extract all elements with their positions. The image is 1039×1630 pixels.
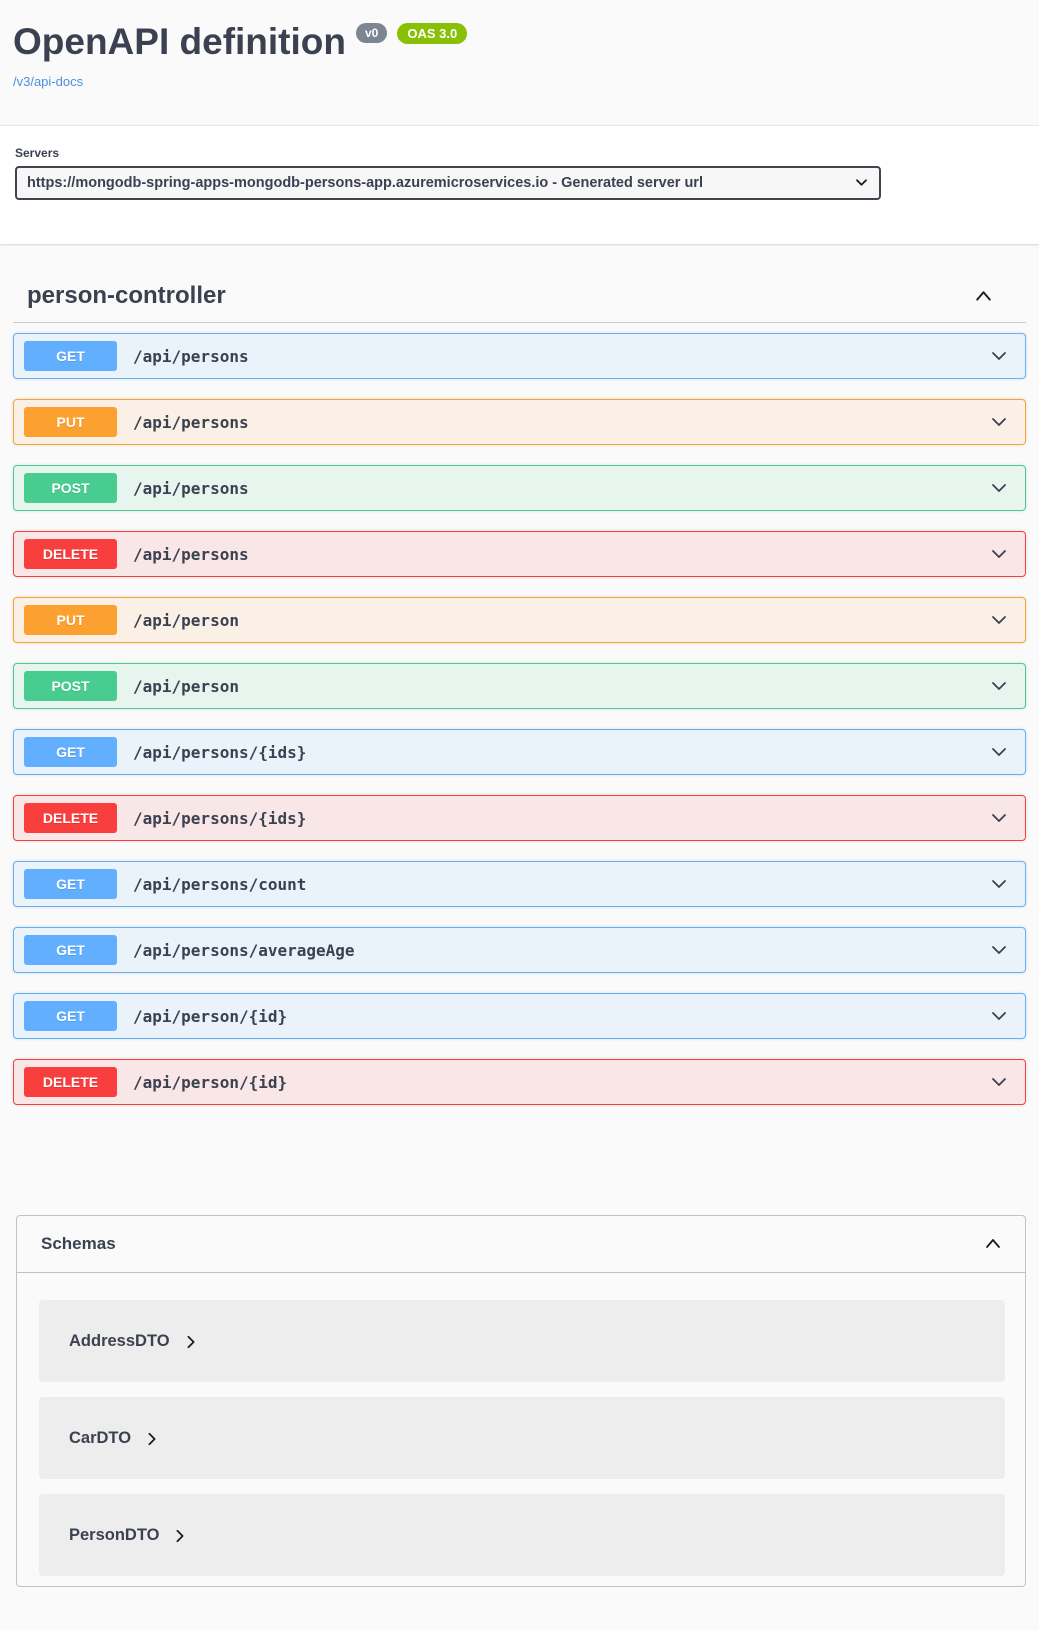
- chevron-down-icon: [989, 742, 1009, 762]
- method-badge: POST: [24, 473, 117, 504]
- opblock-post-row[interactable]: POST /api/person: [13, 663, 1026, 710]
- api-docs-link[interactable]: /v3/api-docs: [13, 74, 84, 90]
- chevron-right-icon: [145, 1432, 159, 1446]
- endpoint-path: /api/persons: [133, 478, 249, 498]
- chevron-down-icon: [989, 1006, 1009, 1026]
- api-version-badge: v0: [355, 23, 388, 43]
- endpoint-path: /api/persons/averageAge: [133, 940, 355, 960]
- method-badge: DELETE: [24, 539, 117, 570]
- opblock-post-row[interactable]: POST /api/persons: [13, 465, 1026, 512]
- chevron-up-icon: [973, 286, 994, 307]
- chevron-down-icon: [989, 346, 1009, 366]
- method-badge: GET: [24, 869, 117, 900]
- method-badge: GET: [24, 341, 117, 372]
- opblock-delete-row[interactable]: DELETE /api/persons/{ids}: [13, 795, 1026, 842]
- endpoint-path: /api/person/{id}: [133, 1006, 288, 1026]
- endpoint-path: /api/person: [133, 610, 239, 630]
- model-container-cardto: CarDTO: [39, 1397, 1005, 1480]
- endpoint-path: /api/person/{id}: [133, 1072, 288, 1092]
- endpoint-path: /api/persons/count: [133, 874, 307, 894]
- chevron-down-icon: [989, 874, 1009, 894]
- method-badge: PUT: [24, 407, 117, 438]
- chevron-down-icon: [989, 1072, 1009, 1092]
- schemas-section: Schemas AddressDTO CarDTO PersonDTO: [16, 1215, 1026, 1588]
- model-container-persondto: PersonDTO: [39, 1494, 1005, 1577]
- chevron-down-icon: [989, 478, 1009, 498]
- chevron-down-icon: [989, 676, 1009, 696]
- method-badge: POST: [24, 671, 117, 702]
- method-badge: PUT: [24, 605, 117, 636]
- endpoint-path: /api/persons: [133, 544, 249, 564]
- model-container-addressdto: AddressDTO: [39, 1300, 1005, 1383]
- chevron-down-icon: [989, 544, 1009, 564]
- opblock-get-row[interactable]: GET /api/persons: [13, 333, 1026, 380]
- opblock-delete-row[interactable]: DELETE /api/persons: [13, 531, 1026, 578]
- opblock-get-row[interactable]: GET /api/persons/{ids}: [13, 729, 1026, 776]
- chevron-down-icon: [989, 940, 1009, 960]
- endpoint-path: /api/persons: [133, 346, 249, 366]
- method-badge: GET: [24, 737, 117, 768]
- method-badge: GET: [24, 935, 117, 966]
- scheme-container: Servers https://mongodb-spring-apps-mong…: [0, 125, 1039, 245]
- model-name: AddressDTO: [69, 1331, 170, 1350]
- endpoint-path: /api/person: [133, 676, 239, 696]
- oas-version-badge: OAS 3.0: [397, 23, 468, 44]
- opblock-get-row[interactable]: GET /api/persons/count: [13, 861, 1026, 908]
- page-title: OpenAPI definition: [13, 21, 346, 62]
- endpoint-path: /api/persons: [133, 412, 249, 432]
- chevron-right-icon: [173, 1529, 187, 1543]
- model-list: AddressDTO CarDTO PersonDTO: [17, 1273, 1025, 1586]
- chevron-down-icon: [989, 412, 1009, 432]
- opblock-put-row[interactable]: PUT /api/person: [13, 597, 1026, 644]
- servers-select-wrap: https://mongodb-spring-apps-mongodb-pers…: [15, 166, 881, 201]
- opblock-get-row[interactable]: GET /api/person/{id}: [13, 993, 1026, 1040]
- model-toggle[interactable]: CarDTO: [69, 1429, 159, 1448]
- servers-select[interactable]: https://mongodb-spring-apps-mongodb-pers…: [15, 166, 881, 201]
- opblock-get-row[interactable]: GET /api/persons/averageAge: [13, 927, 1026, 974]
- model-name: CarDTO: [69, 1428, 132, 1447]
- opblock-put-row[interactable]: PUT /api/persons: [13, 399, 1026, 446]
- tag-section: person-controller GET /api/persons PUT /…: [0, 276, 1039, 1106]
- method-badge: DELETE: [24, 1067, 117, 1098]
- schemas-header[interactable]: Schemas: [17, 1216, 1025, 1274]
- chevron-down-icon: [989, 610, 1009, 630]
- method-badge: GET: [24, 1001, 117, 1032]
- chevron-right-icon: [184, 1335, 198, 1349]
- model-name: PersonDTO: [69, 1525, 160, 1544]
- method-badge: DELETE: [24, 803, 117, 834]
- model-toggle[interactable]: AddressDTO: [69, 1332, 198, 1351]
- servers-label: Servers: [15, 146, 60, 161]
- endpoint-path: /api/persons/{ids}: [133, 808, 307, 828]
- chevron-down-icon: [989, 808, 1009, 828]
- tag-title: person-controller: [27, 282, 226, 310]
- endpoint-path: /api/persons/{ids}: [133, 742, 307, 762]
- tag-header-person-controller[interactable]: person-controller: [13, 276, 1026, 324]
- opblock-delete-row[interactable]: DELETE /api/person/{id}: [13, 1059, 1026, 1106]
- schemas-title: Schemas: [41, 1234, 116, 1254]
- info-container: OpenAPI definition v0 OAS 3.0 /v3/api-do…: [0, 0, 1039, 125]
- model-toggle[interactable]: PersonDTO: [69, 1526, 187, 1545]
- opblock-list: GET /api/persons PUT /api/persons POST /…: [13, 333, 1026, 1106]
- chevron-up-icon: [983, 1234, 1003, 1254]
